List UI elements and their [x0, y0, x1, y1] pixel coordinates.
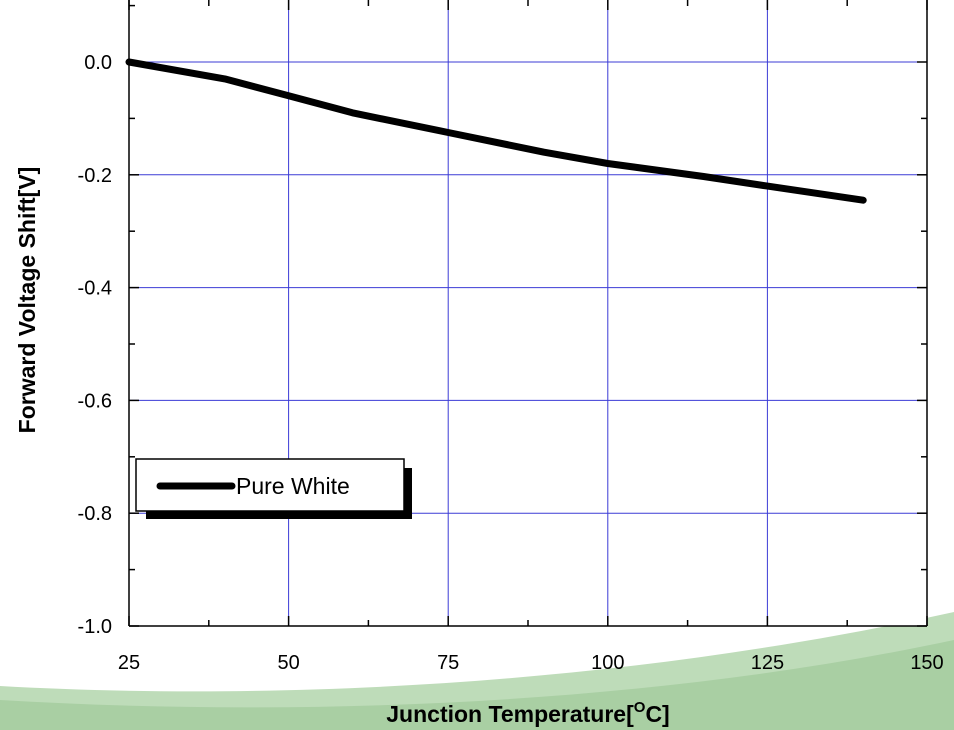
x-tick-labels: 25 50 75 100 125 150 — [118, 652, 944, 674]
x-tick-label-50: 50 — [277, 652, 299, 674]
y-tick-label-2: -0.4 — [78, 278, 112, 300]
y-tick-label-3: -0.6 — [78, 390, 112, 412]
x-axis-title-suffix: C] — [645, 701, 669, 727]
plot-area — [129, 0, 927, 626]
x-axis-title: Junction Temperature[OC] — [386, 699, 669, 727]
background-swoosh-highlight — [0, 640, 954, 730]
y-tick-label-5: -1.0 — [78, 616, 112, 638]
x-tick-label-125: 125 — [751, 652, 784, 674]
legend: Pure White — [135, 458, 412, 519]
y-tick-labels: 0.0 -0.2 -0.4 -0.6 -0.8 -1.0 — [78, 52, 112, 638]
y-tick-label-1: -0.2 — [78, 165, 112, 187]
series-line-0 — [125, 58, 867, 204]
x-tick-label-75: 75 — [437, 652, 459, 674]
x-axis-title-main: Junction Temperature[ — [386, 701, 634, 727]
series-layer — [125, 58, 867, 204]
legend-label: Pure White — [236, 473, 350, 499]
plot-frame — [128, 0, 928, 627]
x-tick-label-100: 100 — [591, 652, 624, 674]
x-tick-label-25: 25 — [118, 652, 140, 674]
y-tick-label-0: 0.0 — [84, 52, 112, 74]
x-tick-label-150: 150 — [910, 652, 943, 674]
y-axis-title: Forward Voltage Shift[V] — [14, 167, 40, 434]
y-tick-label-4: -0.8 — [78, 503, 112, 525]
x-axis-title-superscript: O — [634, 699, 646, 716]
grid — [129, 0, 927, 626]
